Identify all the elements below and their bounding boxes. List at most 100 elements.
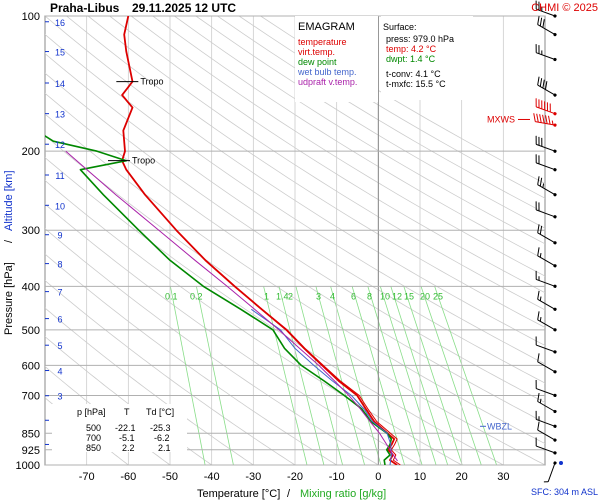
temp-tick-label: 30: [497, 471, 509, 483]
wind-barb: [537, 353, 557, 374]
x-label-mix: Mixing ratio [g/kg]: [300, 488, 386, 500]
dry-adiabat: [174, 16, 545, 245]
mixing-ratio-line: [315, 286, 365, 465]
x-label-temp: Temperature [°C]: [197, 488, 280, 500]
mixing-ratio-line: [196, 286, 234, 465]
sfc-label: SFC: 304 m ASL: [531, 487, 598, 497]
tropopause-label: Tropo: [140, 77, 163, 87]
altitude-tick-label: 15: [55, 48, 65, 58]
pressure-tick-label: 400: [22, 281, 40, 293]
info-row-700-p: 700: [86, 433, 101, 443]
pressure-tick-label: 200: [22, 146, 40, 158]
wind-barb: [533, 113, 557, 127]
info-header-t: T: [124, 407, 130, 417]
temp-tick-label: -50: [162, 471, 178, 483]
dry-adiabat: [130, 16, 545, 277]
surface-tconv: t-conv: 4.1 °C: [386, 69, 441, 79]
pressure-tick-label: 700: [22, 390, 40, 402]
temp-tick-label: -10: [329, 471, 345, 483]
series-wet-bulb-temp-line: [251, 308, 392, 465]
mixing-ratio-line: [295, 286, 343, 465]
altitude-tick-label: 14: [55, 79, 65, 89]
dry-adiabat: [66, 16, 545, 328]
wind-barb: [535, 154, 557, 172]
mixing-ratio-label: 12: [392, 291, 402, 301]
surface-title: Surface:: [383, 22, 417, 32]
altitude-tick-label: 12: [55, 140, 65, 150]
wind-barb: [537, 247, 557, 268]
mixing-ratio-label: 6: [351, 291, 356, 301]
temp-tick-label: -60: [120, 471, 136, 483]
y-label-altitude: Altitude [km]: [3, 170, 15, 231]
altitude-tick-label: 9: [57, 231, 62, 241]
info-row-850-t: 2.2: [122, 443, 135, 453]
surface-wind-dot: [559, 461, 563, 465]
legend-updraft: udpraft v.temp.: [298, 77, 357, 87]
chart-title: EMAGRAM: [298, 21, 355, 33]
info-row-700-td: -6.2: [154, 433, 170, 443]
dry-adiabat: [195, 16, 545, 229]
surface-press: press: 979.0 hPa: [386, 34, 454, 44]
mixing-ratio-line: [330, 286, 382, 465]
time-title: 29.11.2025 12 UTC: [132, 1, 236, 15]
credit-text: CHMI © 2025: [531, 2, 598, 14]
wind-barb: [537, 421, 557, 442]
wbzl-label: WBZL: [487, 421, 512, 431]
pressure-tick-label: 100: [22, 11, 40, 23]
info-header-p: p [hPa]: [77, 407, 106, 417]
mxws-label: MXWS: [487, 114, 515, 124]
wind-barb: [535, 270, 557, 288]
wind-barb: [535, 0, 557, 18]
altitude-tick-label: 11: [55, 171, 64, 181]
mixing-ratio-label: 0.2: [190, 291, 203, 301]
pressure-tick-label: 300: [22, 225, 40, 237]
y-label-pressure: Pressure [hPa]: [3, 262, 15, 335]
wind-barb: [535, 437, 557, 455]
mixing-ratio-label: 4: [330, 291, 335, 301]
altitude-tick-label: 16: [55, 18, 65, 28]
dry-adiabat: [217, 16, 545, 214]
surface-tmxfc: t-mxfc: 15.5 °C: [386, 79, 446, 89]
info-row-700-t: -5.1: [119, 433, 135, 443]
info-table-box: [52, 404, 187, 452]
mixing-ratio-label: 0.1: [165, 291, 178, 301]
dry-adiabat: [152, 16, 545, 261]
mixing-ratio-line: [379, 286, 437, 465]
temp-tick-label: 10: [414, 471, 426, 483]
info-row-500-t: -22.1: [115, 423, 136, 433]
wind-barbs: [533, 0, 563, 483]
series-virt-temp-line: [125, 169, 401, 465]
mixing-ratio-line: [278, 286, 325, 465]
mixing-ratio-line: [367, 286, 423, 465]
altitude-tick-label: 13: [55, 110, 65, 120]
y-label-sep: /: [3, 239, 15, 243]
chart-overlay: 0.1 0.2 1 1.4 2 3 4 6 8 10 12 15 20 25-70 -60 -50 -40 -30…: [16, 11, 530, 483]
pressure-tick-label: 600: [22, 360, 40, 372]
series-udpraft-v-temp-line: [65, 150, 398, 462]
temp-tick-label: -20: [287, 471, 303, 483]
temp-tick-label: -70: [79, 471, 95, 483]
dry-adiabat: [45, 72, 545, 404]
sounding-curves: [45, 16, 401, 465]
mixing-ratio-label: 1.4: [276, 291, 289, 301]
mixing-ratio-line: [390, 286, 449, 465]
altitude-tick-label: 10: [55, 201, 65, 211]
wind-barb: [537, 76, 557, 97]
dry-adiabat: [87, 16, 545, 311]
wind-barb: [535, 44, 557, 62]
temp-tick-label: 20: [456, 471, 468, 483]
mixing-ratio-label: 8: [367, 291, 372, 301]
legend-dew-point: dew point: [298, 57, 337, 67]
mixing-ratio-label: 25: [433, 291, 443, 301]
legend-wet-bulb: wet bulb temp.: [297, 67, 357, 77]
info-header-td: Td [°C]: [146, 407, 174, 417]
dry-adiabat: [45, 33, 545, 365]
surface-dwpt: dwpt: 1.4 °C: [386, 54, 436, 64]
wind-barb: [543, 461, 557, 483]
mixing-ratio-label: 3: [316, 291, 321, 301]
wind-barb: [535, 336, 557, 354]
wind-barb: [535, 201, 557, 219]
legend-temperature: temperature: [298, 37, 347, 47]
info-row-850-td: 2.1: [158, 443, 171, 453]
